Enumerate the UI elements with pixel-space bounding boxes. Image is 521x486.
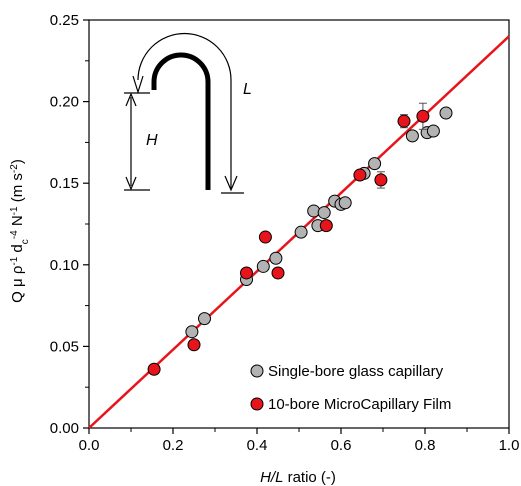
series-0 [185, 106, 453, 339]
data-point [240, 266, 253, 280]
inset-tube [151, 52, 211, 190]
inset-height-arrowhead-bottom [125, 176, 137, 191]
legend-marker-glass [250, 364, 264, 378]
y-tick-label: 0.25 [50, 12, 79, 29]
legend-label-film: 10-bore MicroCapillary Film [268, 396, 451, 413]
x-tick-label: 0.6 [331, 437, 352, 454]
x-axis-label: H/L ratio (-) [260, 469, 336, 486]
data-point [198, 312, 211, 326]
series-1 [147, 102, 430, 376]
data-point [271, 266, 285, 280]
data-point [426, 124, 440, 138]
y-axis-label: Q μ ρ-1 dc-4 N-1 (m s-2) [9, 159, 31, 303]
y-tick-label: 0.15 [50, 175, 79, 192]
data-point [307, 204, 321, 218]
data-point [405, 129, 419, 143]
y-tick-label: 0.20 [50, 94, 79, 111]
inset-height-arrowhead-top [125, 92, 137, 107]
inset-length-arrowhead-end [224, 175, 238, 192]
data-point [185, 325, 199, 339]
legend: Single-bore glass capillary 10-bore Micr… [250, 363, 451, 413]
data-point [439, 106, 453, 120]
data-point [338, 196, 352, 210]
inset-diagram: H L [124, 32, 252, 194]
data-point [397, 114, 411, 128]
inset-length-arrow [137, 32, 232, 188]
inset-length-arrowhead-start [132, 75, 144, 95]
data-point [368, 157, 382, 171]
data-point [317, 206, 331, 220]
x-tick-label: 0.0 [79, 437, 100, 454]
y-tick-label: 0.05 [50, 338, 79, 355]
data-point [256, 259, 270, 273]
data-point [147, 362, 161, 376]
data-point [416, 109, 430, 123]
data-point [353, 168, 367, 182]
inset-label-l: L [243, 81, 252, 98]
ticks-layer: 0.0 0.2 0.4 0.6 0.8 1.0 0.00 0.05 0.10 0.15 0.20 0.… [50, 12, 520, 454]
legend-marker-film [250, 397, 264, 411]
data-point [187, 338, 201, 352]
y-tick-label: 0.00 [50, 420, 79, 437]
x-tick-label: 0.2 [163, 437, 184, 454]
x-tick-label: 1.0 [499, 437, 520, 454]
inset-label-h: H [146, 132, 158, 149]
x-tick-label: 0.4 [247, 437, 268, 454]
data-points-layer [147, 102, 453, 376]
data-point [294, 225, 308, 239]
data-point [374, 173, 388, 187]
data-point [319, 219, 333, 233]
legend-label-glass: Single-bore glass capillary [268, 363, 444, 380]
data-point [258, 230, 272, 244]
data-point [269, 251, 283, 265]
x-tick-label: 0.8 [415, 437, 436, 454]
y-tick-label: 0.10 [50, 257, 79, 274]
